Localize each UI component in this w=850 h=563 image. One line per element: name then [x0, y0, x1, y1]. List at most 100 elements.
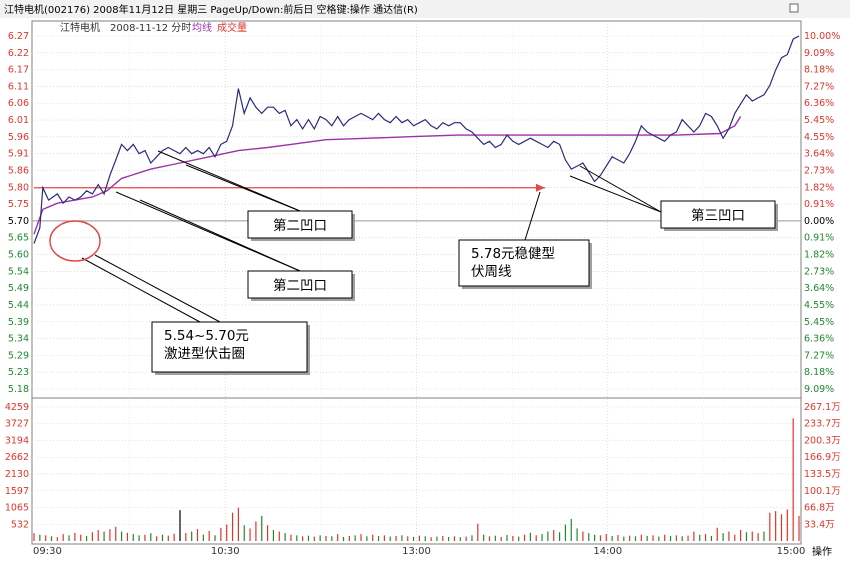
- price-tick-label: 5.65: [8, 233, 29, 244]
- pct-tick-label: 0.00%: [804, 216, 834, 227]
- price-tick-label: 5.18: [8, 384, 29, 395]
- amount-tick-label: 200.3万: [804, 436, 841, 447]
- pct-tick-label: 2.73%: [804, 165, 834, 176]
- annot-dent-2a: 第二凹口: [157, 150, 355, 241]
- pct-tick-label: 3.64%: [804, 149, 834, 160]
- price-tick-label: 5.86: [8, 165, 29, 176]
- series-layer: [33, 35, 800, 244]
- price-tick-label: 6.17: [8, 65, 29, 76]
- pct-tick-label: 1.82%: [804, 182, 834, 193]
- annotation-leader: [569, 175, 662, 213]
- ops-label[interactable]: 操作: [812, 545, 832, 558]
- pct-tick-label: 5.45%: [804, 317, 834, 328]
- avg-price-line: [33, 116, 742, 235]
- time-tick-label: 10:30: [211, 546, 240, 557]
- grid: [32, 21, 801, 544]
- annotation-leader: [139, 199, 301, 272]
- price-tick-label: 5.54: [8, 266, 29, 277]
- price-tick-label: 5.34: [8, 334, 29, 345]
- avg-legend: 均线: [192, 21, 212, 34]
- volume-tick-label: 1065: [5, 502, 29, 513]
- volume-tick-label: 2130: [5, 469, 29, 480]
- time-tick-label: 15:00: [777, 546, 806, 557]
- date-label: 2008-11-12 分时: [110, 22, 191, 34]
- price-tick-label: 5.44: [8, 300, 29, 311]
- annotation-text: 激进型伏击圈: [164, 346, 245, 362]
- annotation-text: 第二凹口: [273, 277, 327, 294]
- pct-tick-label: 5.45%: [804, 115, 834, 126]
- annotation-box: [660, 200, 776, 229]
- annotation-box: [247, 270, 353, 299]
- price-tick-label: 5.29: [8, 350, 29, 361]
- pct-tick-label: 4.55%: [804, 132, 834, 143]
- pct-tick-label: 10.00%: [804, 31, 840, 42]
- pct-tick-label: 0.91%: [804, 199, 834, 210]
- pct-tick-label: 7.27%: [804, 350, 834, 361]
- price-tick-label: 6.01: [8, 115, 29, 126]
- price-tick-label: 5.91: [8, 149, 29, 160]
- pct-tick-label: 7.27%: [804, 81, 834, 92]
- volume-tick-label: 4259: [5, 402, 29, 413]
- annotation-leader: [579, 165, 662, 213]
- pct-tick-label: 8.18%: [804, 367, 834, 378]
- pct-axis-right: 10.00% 9.09% 8.18% 7.27% 6.36% 5.45% 4.55% 3.64…: [804, 31, 841, 530]
- vol-legend: 成交量: [217, 21, 247, 34]
- annotation-box: [458, 239, 590, 287]
- price-tick-label: 5.75: [8, 199, 29, 210]
- window-button[interactable]: [789, 3, 799, 13]
- amount-tick-label: 233.7万: [804, 419, 841, 430]
- price-axis-left: 6.27 6.22 6.17 6.11 6.06 6.01 5.96 5.91 5.86 5.80…: [5, 31, 29, 530]
- pct-tick-label: 6.36%: [804, 334, 834, 345]
- annotation-leader: [524, 191, 541, 241]
- pct-tick-label: 3.64%: [804, 283, 834, 294]
- volume-bars: [33, 418, 800, 541]
- price-tick-label: 5.23: [8, 367, 29, 378]
- amount-tick-label: 33.4万: [804, 519, 835, 530]
- pct-tick-label: 2.73%: [804, 266, 834, 277]
- annotation-text: 第二凹口: [273, 217, 327, 234]
- pct-tick-label: 1.82%: [804, 250, 834, 261]
- price-line: [33, 35, 800, 244]
- price-tick-label: 6.06: [8, 98, 29, 109]
- annot-dent-3: 第三凹口: [569, 165, 778, 231]
- support-reference-line: [34, 183, 545, 192]
- time-tick-label: 14:00: [593, 546, 622, 557]
- volume-tick-label: 2662: [5, 452, 29, 463]
- annotation-box: [247, 210, 353, 239]
- volume-tick-label: 3194: [5, 436, 29, 447]
- volume-tick-label: 3727: [5, 419, 29, 430]
- price-tick-label: 5.96: [8, 132, 29, 143]
- annotation-box: [151, 321, 308, 373]
- annotation-leader: [94, 254, 221, 323]
- annotation-text: 5.54~5.70元: [164, 328, 249, 344]
- price-tick-label: 5.49: [8, 283, 29, 294]
- time-tick-label: 09:30: [33, 546, 62, 557]
- price-tick-label: 5.39: [8, 317, 29, 328]
- time-tick-label: 13:00: [402, 546, 431, 557]
- pct-tick-label: 9.09%: [804, 384, 834, 395]
- volume-tick-label: 532: [11, 519, 29, 530]
- annot-dent-2b: 第二凹口: [115, 191, 355, 301]
- annotation-text: 5.78元稳健型: [471, 246, 555, 262]
- stock-name-label: 江特电机: [60, 21, 100, 34]
- title-bar: [0, 0, 850, 18]
- pct-tick-label: 4.55%: [804, 300, 834, 311]
- amount-tick-label: 166.9万: [804, 452, 841, 463]
- annotation-text: 第三凹口: [691, 207, 745, 224]
- annotation-leader: [81, 257, 201, 323]
- ambush-circle: [49, 220, 101, 262]
- title-text: 江特电机(002176) 2008年11月12日 星期三 PageUp/Down…: [4, 3, 418, 16]
- price-tick-label: 5.70: [8, 216, 29, 227]
- price-tick-label: 5.80: [8, 182, 29, 193]
- pct-tick-label: 0.91%: [804, 233, 834, 244]
- reference-arrow-head: [535, 183, 545, 192]
- price-tick-label: 6.11: [8, 81, 29, 92]
- pct-tick-label: 9.09%: [804, 48, 834, 59]
- price-tick-label: 5.60: [8, 250, 29, 261]
- pct-tick-label: 6.36%: [804, 98, 834, 109]
